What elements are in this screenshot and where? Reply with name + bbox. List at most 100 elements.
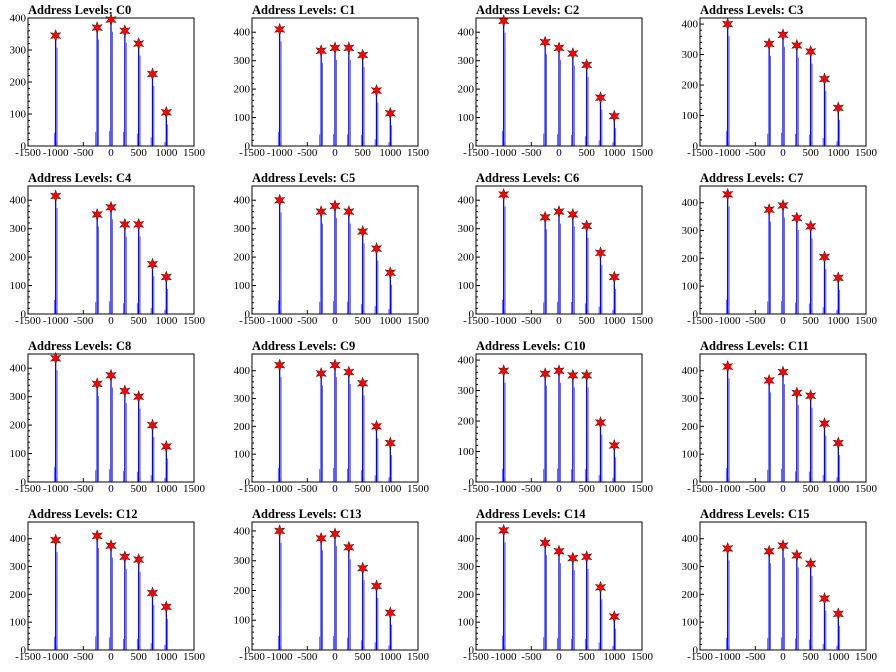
y-tick-label: 200 <box>10 252 27 264</box>
chart-svg: Address Levels: C0 0 100 200 300 400 -1500 -100… <box>10 3 206 159</box>
peak-marker <box>146 67 159 81</box>
peak-marker <box>553 204 565 219</box>
y-tick-label: 0 <box>21 477 27 489</box>
x-tick-label: -500 <box>297 651 318 663</box>
x-tick-label: 0 <box>780 147 786 159</box>
y-tick-label: 0 <box>469 477 475 489</box>
y-tick-label: 400 <box>458 195 475 207</box>
peak-marker <box>329 358 341 372</box>
peak-marker <box>804 44 817 59</box>
peak-marker <box>343 204 355 219</box>
peak-marker <box>721 359 734 374</box>
y-tick-label: 200 <box>458 84 475 96</box>
x-tick-label: 1500 <box>407 147 430 159</box>
x-tick-label: -1000 <box>715 147 741 159</box>
peak-marker <box>160 439 173 454</box>
y-tick-label: 100 <box>10 617 27 629</box>
chart-title: Address Levels: C4 <box>28 171 132 185</box>
x-tick-label: 0 <box>556 483 562 495</box>
y-tick-label: 100 <box>682 110 699 122</box>
y-tick-label: 400 <box>10 13 27 25</box>
x-tick-label: -1000 <box>267 651 293 663</box>
y-tick-label: 200 <box>10 77 27 89</box>
x-tick-label: -1500 <box>687 147 713 159</box>
x-tick-label: -500 <box>73 483 94 495</box>
chart-svg: Address Levels: C1 0 100 200 300 400 -1500 -100… <box>234 3 430 159</box>
y-tick-label: 200 <box>10 420 27 432</box>
chart-title: Address Levels: C15 <box>700 507 810 521</box>
x-tick-label: 1500 <box>855 315 878 327</box>
x-tick-label: 0 <box>780 651 786 663</box>
peak-marker <box>804 389 817 403</box>
x-tick-label: 1500 <box>855 651 878 663</box>
x-tick-label: -500 <box>521 147 542 159</box>
y-tick-label: 300 <box>10 223 27 235</box>
peak-marker <box>832 271 845 285</box>
x-tick-label: 0 <box>780 315 786 327</box>
peak-marker <box>356 224 369 239</box>
peak-marker <box>329 527 341 541</box>
chart-title: Address Levels: C1 <box>252 3 355 17</box>
y-tick-label: 100 <box>234 280 251 292</box>
x-tick-label: 500 <box>578 651 595 663</box>
peak-marker <box>594 580 607 595</box>
x-tick-label: 1000 <box>603 315 626 327</box>
x-tick-label: 500 <box>354 651 371 663</box>
y-tick-label: 300 <box>10 391 27 403</box>
peak-marker <box>119 384 131 398</box>
chart-title: Address Levels: C10 <box>476 339 586 353</box>
y-tick-label: 200 <box>234 585 251 597</box>
peak-marker <box>791 211 803 225</box>
peak-marker <box>818 591 831 606</box>
peak-marker <box>553 544 565 558</box>
chart-svg: Address Levels: C13 0 100 200 300 400 -1500 -10… <box>234 507 430 663</box>
chart-title: Address Levels: C7 <box>700 171 803 185</box>
y-tick-label: 300 <box>458 385 475 397</box>
peak-marker <box>580 368 593 382</box>
x-tick-label: 500 <box>578 483 595 495</box>
y-tick-label: 0 <box>693 477 699 489</box>
y-tick-label: 200 <box>234 252 251 264</box>
chart-panel: Address Levels: C10 0 100 200 300 400 -1500 -10… <box>448 336 672 504</box>
peak-marker <box>608 609 621 624</box>
peak-marker <box>818 250 831 264</box>
x-tick-label: -500 <box>73 315 94 327</box>
x-tick-label: 1000 <box>379 315 402 327</box>
x-tick-label: 1000 <box>379 483 402 495</box>
x-tick-label: -1500 <box>239 147 265 159</box>
x-tick-label: 0 <box>332 483 338 495</box>
peak-marker <box>721 17 734 31</box>
x-tick-label: 500 <box>802 483 819 495</box>
y-tick-label: 100 <box>10 280 27 292</box>
y-tick-label: 400 <box>10 533 27 545</box>
x-tick-label: -500 <box>745 147 766 159</box>
peak-marker <box>132 36 145 51</box>
x-tick-label: 0 <box>556 315 562 327</box>
x-tick-label: -500 <box>745 483 766 495</box>
x-tick-label: -1000 <box>267 483 293 495</box>
peak-marker <box>594 246 607 260</box>
y-tick-label: 100 <box>458 112 475 124</box>
peak-marker <box>777 28 789 42</box>
x-tick-label: -1000 <box>43 315 69 327</box>
x-tick-label: -1500 <box>463 651 489 663</box>
peak-marker <box>539 536 551 550</box>
x-tick-label: 0 <box>108 483 114 495</box>
y-tick-label: 0 <box>469 645 475 657</box>
peak-marker <box>594 415 607 430</box>
x-tick-label: 1000 <box>827 315 850 327</box>
x-tick-label: -1500 <box>239 483 265 495</box>
y-tick-label: 400 <box>10 195 27 207</box>
peak-marker <box>567 207 579 222</box>
x-tick-label: -1000 <box>43 147 69 159</box>
x-tick-label: 1500 <box>183 651 206 663</box>
peak-marker <box>539 35 551 49</box>
x-tick-label: -1500 <box>15 483 41 495</box>
x-tick-label: -500 <box>73 147 94 159</box>
peak-marker <box>160 270 173 284</box>
peak-marker <box>567 46 579 61</box>
x-tick-label: -1500 <box>687 315 713 327</box>
peak-marker <box>721 187 734 201</box>
x-tick-label: 1500 <box>407 315 430 327</box>
x-tick-label: 0 <box>108 651 114 663</box>
